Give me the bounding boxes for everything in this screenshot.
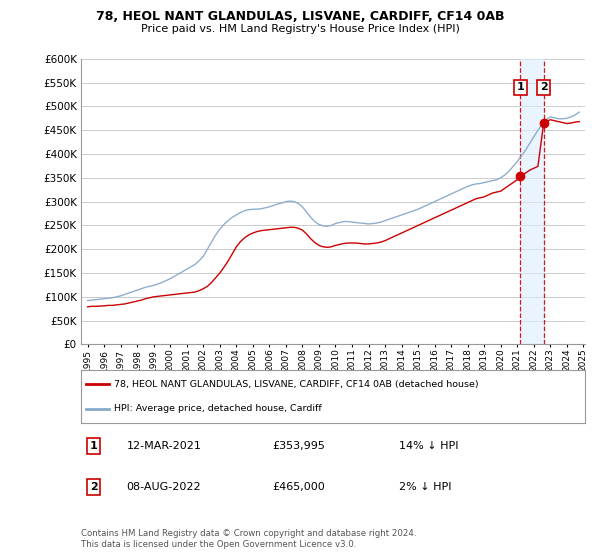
Text: HPI: Average price, detached house, Cardiff: HPI: Average price, detached house, Card… <box>114 404 322 413</box>
Text: 2: 2 <box>540 82 548 92</box>
Text: Price paid vs. HM Land Registry's House Price Index (HPI): Price paid vs. HM Land Registry's House … <box>140 24 460 34</box>
Text: 12-MAR-2021: 12-MAR-2021 <box>127 441 201 451</box>
Text: £353,995: £353,995 <box>272 441 325 451</box>
Text: 14% ↓ HPI: 14% ↓ HPI <box>398 441 458 451</box>
Text: £465,000: £465,000 <box>272 482 325 492</box>
Text: 1: 1 <box>90 441 97 451</box>
Text: 78, HEOL NANT GLANDULAS, LISVANE, CARDIFF, CF14 0AB: 78, HEOL NANT GLANDULAS, LISVANE, CARDIF… <box>96 10 504 23</box>
Text: 2% ↓ HPI: 2% ↓ HPI <box>398 482 451 492</box>
Text: Contains HM Land Registry data © Crown copyright and database right 2024.
This d: Contains HM Land Registry data © Crown c… <box>81 529 416 549</box>
Text: 78, HEOL NANT GLANDULAS, LISVANE, CARDIFF, CF14 0AB (detached house): 78, HEOL NANT GLANDULAS, LISVANE, CARDIF… <box>114 380 478 389</box>
Bar <box>520 59 544 344</box>
Text: 2: 2 <box>90 482 97 492</box>
Text: 1: 1 <box>517 82 524 92</box>
Text: 08-AUG-2022: 08-AUG-2022 <box>127 482 201 492</box>
